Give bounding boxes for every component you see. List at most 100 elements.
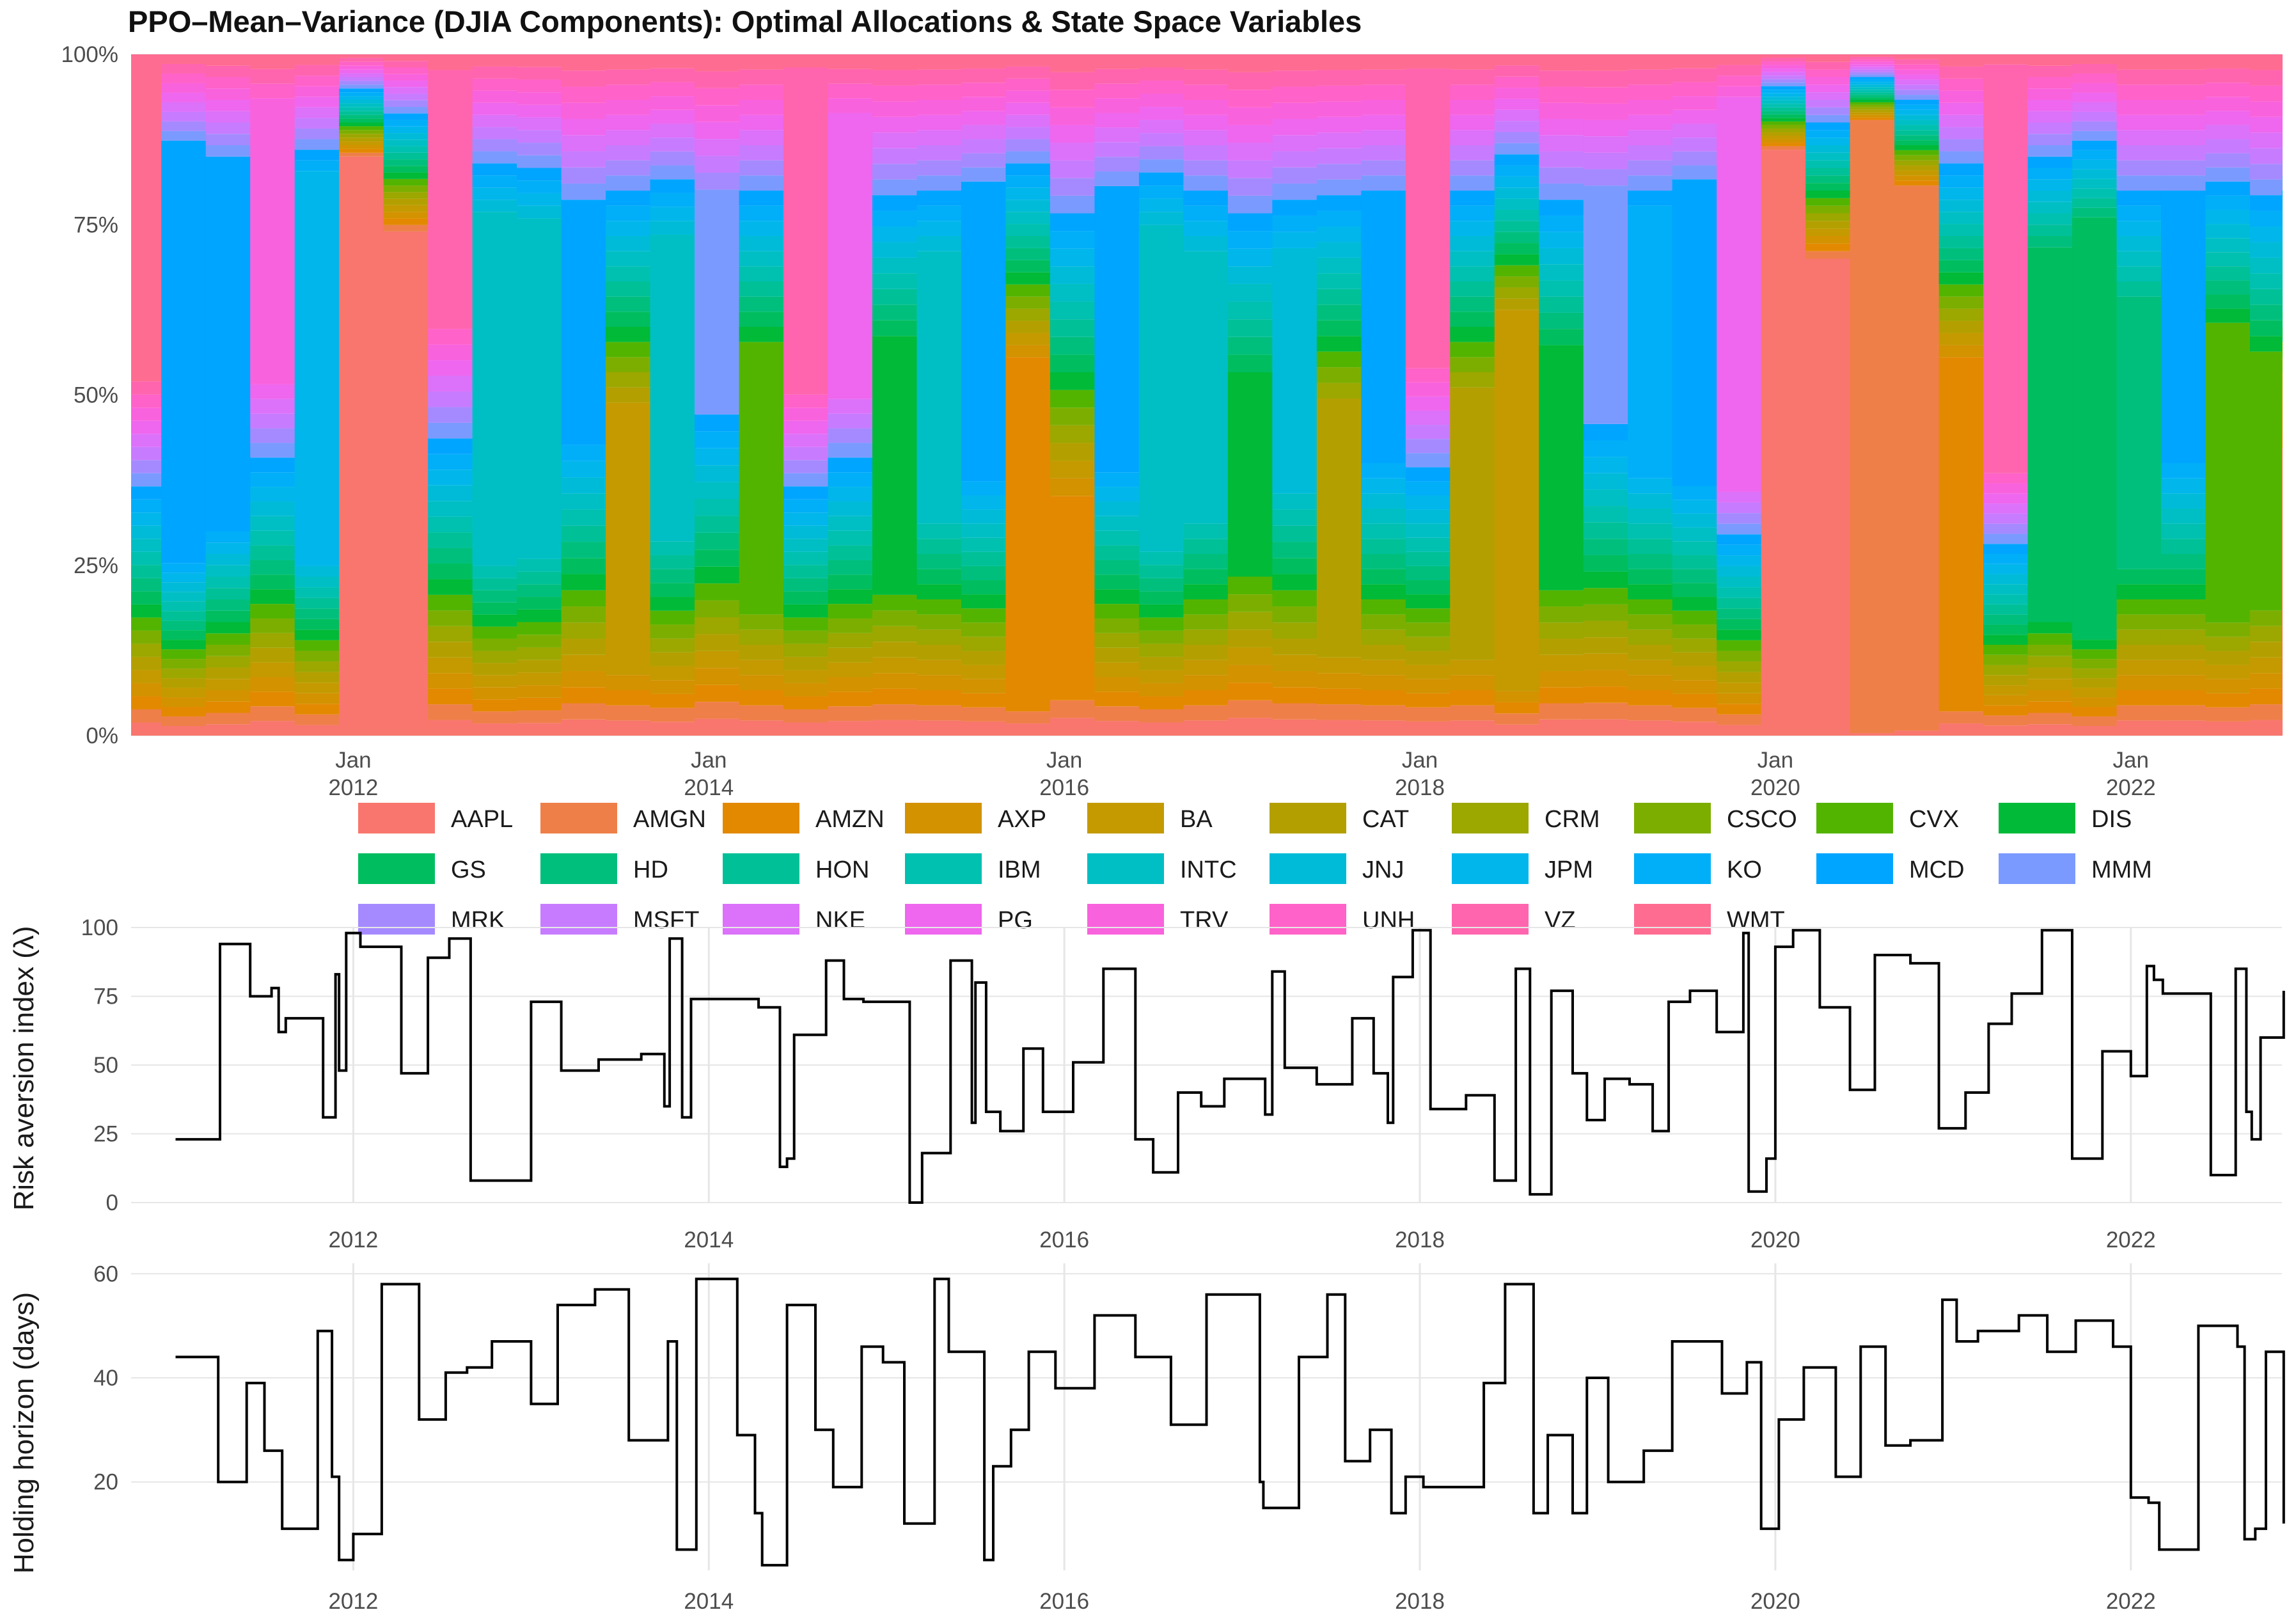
allocation-segment-mmm xyxy=(1005,151,1051,164)
allocation-segment-trv xyxy=(1850,61,1895,65)
allocation-segment-hon xyxy=(1272,525,1317,542)
allocation-segment-dis xyxy=(1850,100,1895,102)
allocation-segment-ba xyxy=(1628,659,1673,675)
allocation-segment-amgn xyxy=(161,716,207,727)
allocation-segment-unh xyxy=(1272,86,1317,103)
allocation-segment-cat xyxy=(561,638,606,655)
allocation-segment-cvx xyxy=(2282,342,2283,358)
allocation-segment-crm xyxy=(1450,372,1495,388)
allocation-segment-ba xyxy=(739,659,784,675)
allocation-segment-wmt xyxy=(828,54,873,69)
allocation-segment-hon xyxy=(916,539,962,554)
allocation-segment-cvx xyxy=(650,610,695,625)
allocation-segment-pg xyxy=(695,122,740,139)
allocation-segment-axp xyxy=(250,677,295,692)
legend-swatch xyxy=(358,803,435,833)
allocation-segment-gs xyxy=(2116,569,2162,585)
allocation-segment-wmt xyxy=(2249,54,2283,70)
allocation-segment-hd xyxy=(1227,336,1273,355)
allocation-segment-wmt xyxy=(1539,54,1584,71)
allocation-segment-amgn xyxy=(2205,707,2251,722)
allocation-segment-ibm xyxy=(561,509,606,526)
allocation-segment-unh xyxy=(1672,82,1717,97)
allocation-segment-hd xyxy=(1983,614,2029,625)
allocation-segment-nke xyxy=(1850,67,1895,70)
allocation-segment-unh xyxy=(294,75,340,86)
allocation-segment-nke xyxy=(205,111,251,123)
allocation-segment-crm xyxy=(1761,128,1806,132)
allocation-segment-cat xyxy=(872,642,918,658)
allocation-segment-mcd xyxy=(1628,191,1673,206)
allocation-segment-ko xyxy=(1272,216,1317,232)
allocation-segment-ba xyxy=(1183,659,1229,675)
allocation-segment-csco xyxy=(1361,614,1406,630)
allocation-segment-msft xyxy=(1805,100,1851,107)
allocation-segment-cat xyxy=(961,651,1007,665)
allocation-segment-hon xyxy=(1761,107,1806,111)
allocation-segment-amzn xyxy=(1227,683,1273,700)
allocation-segment-cat xyxy=(828,647,873,663)
legend-item-nke: NKE xyxy=(723,904,865,935)
allocation-segment-mmm xyxy=(916,175,962,191)
allocation-segment-jpm xyxy=(561,461,606,478)
allocation-segment-gs xyxy=(961,580,1007,595)
allocation-segment-aapl xyxy=(1138,722,1184,736)
allocation-segment-mcd xyxy=(783,486,829,500)
allocation-segment-jnj xyxy=(1227,266,1273,284)
allocation-segment-amzn xyxy=(383,218,429,225)
allocation-segment-cat xyxy=(650,652,695,667)
allocation-segment-hon xyxy=(2205,266,2251,281)
x-tick: 2018 xyxy=(1395,1228,1445,1252)
allocation-segment-amgn xyxy=(828,706,873,722)
allocation-segment-axp xyxy=(961,679,1007,693)
allocation-segment-ibm xyxy=(1361,523,1406,539)
allocation-segment-mcd xyxy=(1583,423,1629,441)
allocation-segment-gs xyxy=(1494,243,1540,255)
allocation-segment-crm xyxy=(1494,287,1540,299)
allocation-segment-gs xyxy=(1005,260,1051,272)
allocation-segment-mrk xyxy=(1672,151,1717,166)
x-tick: 2014 xyxy=(684,1228,734,1252)
allocation-segment-jpm xyxy=(1717,555,1762,566)
allocation-segment-amzn xyxy=(561,687,606,704)
allocation-segment-mcd xyxy=(2072,140,2118,150)
allocation-segment-wmt xyxy=(872,54,918,70)
allocation-segment-mmm xyxy=(1138,159,1184,173)
allocation-segment-vz xyxy=(2116,69,2162,85)
legend-swatch xyxy=(540,904,617,935)
allocation-segment-msft xyxy=(1050,160,1096,178)
allocation-segment-ba xyxy=(1272,654,1317,672)
allocation-segment-mmm xyxy=(1805,115,1851,123)
allocation-segment-hd xyxy=(916,554,962,569)
allocation-segment-mrk xyxy=(1050,178,1096,196)
allocation-segment-trv xyxy=(1983,483,2029,494)
allocation-segment-msft xyxy=(1717,502,1762,514)
allocation-segment-jnj xyxy=(339,100,384,104)
allocation-segment-amzn xyxy=(1138,696,1184,709)
allocation-segment-axp xyxy=(383,212,429,219)
allocation-segment-crm xyxy=(2027,656,2073,668)
allocation-segment-ba xyxy=(1094,662,1140,677)
y-tick: 60 xyxy=(93,1261,118,1286)
allocation-segment-jpm xyxy=(916,221,962,236)
allocation-y-tick: 100% xyxy=(61,42,118,67)
allocation-segment-hd xyxy=(339,115,384,119)
allocation-segment-mmm xyxy=(1316,179,1362,196)
allocation-segment-jnj xyxy=(1405,509,1451,524)
allocation-segment-hon xyxy=(517,571,562,585)
allocation-segment-dis xyxy=(1717,629,1762,640)
allocation-segment-cvx xyxy=(1272,590,1317,607)
allocation-segment-jpm xyxy=(1628,478,1673,494)
allocation-segment-axp xyxy=(1894,175,1940,181)
allocation-segment-cat xyxy=(2161,645,2206,660)
allocation-segment-pg xyxy=(339,69,384,74)
allocation-segment-intc xyxy=(739,251,784,267)
allocation-segment-aapl xyxy=(428,720,473,736)
allocation-segment-axp xyxy=(1539,671,1584,688)
allocation-segment-hon xyxy=(1938,236,1984,248)
allocation-segment-unh xyxy=(250,83,295,99)
allocation-segment-hon xyxy=(205,588,251,599)
allocation-segment-mcd xyxy=(2161,191,2206,463)
